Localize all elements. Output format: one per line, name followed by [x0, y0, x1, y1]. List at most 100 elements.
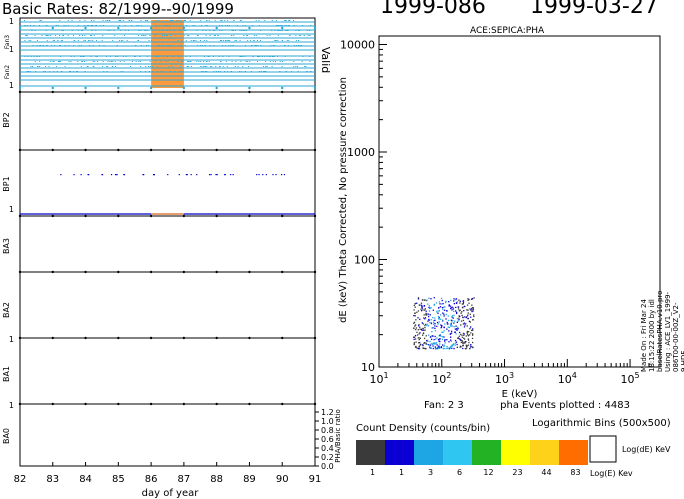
scatter-point [458, 319, 460, 321]
scatter-point [429, 344, 432, 346]
scatter-point [441, 325, 443, 327]
scatter-point [422, 344, 424, 346]
scatter-point [430, 347, 432, 349]
scatter-point [450, 332, 453, 334]
scatter-point [442, 306, 445, 309]
scatter-point [429, 347, 431, 349]
scatter-point [436, 344, 438, 346]
fan-point [273, 56, 275, 57]
scatter-point [453, 325, 455, 328]
scatter-point [469, 308, 471, 310]
fan-point [68, 61, 70, 62]
fan-point [185, 40, 187, 41]
bp1-point [224, 174, 226, 176]
fan-point [38, 56, 40, 57]
fan-point [43, 45, 45, 46]
scatter-point [464, 305, 466, 308]
scatter-point [451, 347, 453, 349]
scatter-point [431, 335, 434, 337]
fan-point [232, 45, 234, 46]
fan-point [102, 20, 104, 21]
fan-point [147, 45, 149, 46]
fan-point [102, 35, 104, 36]
fan-point [67, 20, 69, 21]
fan-point [29, 71, 31, 72]
fan-day-marker [182, 26, 186, 30]
fan-point [221, 25, 223, 26]
fan-point [68, 45, 70, 46]
scatter-point [432, 316, 434, 319]
strip-day-marker [149, 148, 153, 152]
scatter-point [465, 348, 467, 350]
fan-point [292, 20, 294, 21]
fan-point [260, 71, 262, 72]
fan-point [179, 20, 181, 21]
fan-point [165, 45, 167, 46]
fan-point [149, 61, 151, 62]
fan-point [224, 71, 226, 72]
fan-point [131, 61, 133, 62]
scatter-point [459, 315, 461, 318]
fan-point [62, 30, 64, 31]
scatter-point [434, 325, 436, 327]
scatter-point [449, 333, 452, 335]
fan-point [55, 25, 57, 26]
fan-point [64, 45, 66, 46]
scatter-point [462, 342, 464, 344]
scatter-point [443, 313, 445, 315]
fan-point [142, 35, 144, 36]
fan-point [200, 66, 202, 67]
fan-point [130, 20, 132, 21]
strip-day-marker [182, 402, 186, 406]
fan-point [240, 71, 242, 72]
scatter-point [459, 339, 462, 341]
fan-point [49, 71, 51, 72]
scatter-point [451, 309, 453, 311]
fan-point [250, 71, 252, 72]
fan-point [145, 66, 147, 67]
scatter-point [459, 302, 461, 304]
fan-point [32, 45, 34, 46]
scatter-point [414, 324, 417, 326]
legend-bin-label: 23 [512, 468, 522, 477]
scatter-point [418, 345, 421, 347]
fan-point [26, 71, 28, 72]
scatter-point [468, 302, 470, 304]
scatter-point [418, 304, 421, 306]
fan-point [60, 40, 62, 41]
scatter-point [425, 312, 427, 315]
fan-point [86, 66, 88, 67]
fan-point [212, 56, 214, 57]
scatter-point [454, 331, 456, 333]
fan-point [302, 25, 304, 26]
fan-point [202, 66, 204, 67]
scatter-point [432, 323, 435, 325]
fan-point [128, 30, 130, 31]
fan-point [123, 61, 125, 62]
scatter-point [466, 347, 468, 349]
fan-point [145, 30, 147, 31]
fan-point [115, 66, 117, 67]
scatter-point [424, 324, 426, 327]
legend-bin-label: 6 [457, 468, 462, 477]
scatter-point [420, 304, 422, 306]
scatter-point [431, 327, 433, 329]
fan-point [167, 61, 169, 62]
fan-point [260, 45, 262, 46]
fan-day-marker [281, 86, 284, 90]
scatter-point [467, 339, 470, 341]
scatter-point [467, 298, 469, 300]
strip-day-marker [215, 402, 218, 406]
fan-point [184, 20, 186, 21]
scatter-point [419, 337, 422, 339]
fan-point [309, 56, 311, 57]
fan-point [263, 56, 265, 57]
scatter-point [456, 343, 458, 346]
scatter-point [434, 319, 436, 322]
fan-day-marker [51, 86, 54, 90]
fan-point [273, 45, 275, 46]
fan-point [259, 25, 261, 26]
strip-day-marker [117, 90, 120, 94]
fan-point [196, 61, 198, 62]
scatter-point [456, 317, 459, 320]
